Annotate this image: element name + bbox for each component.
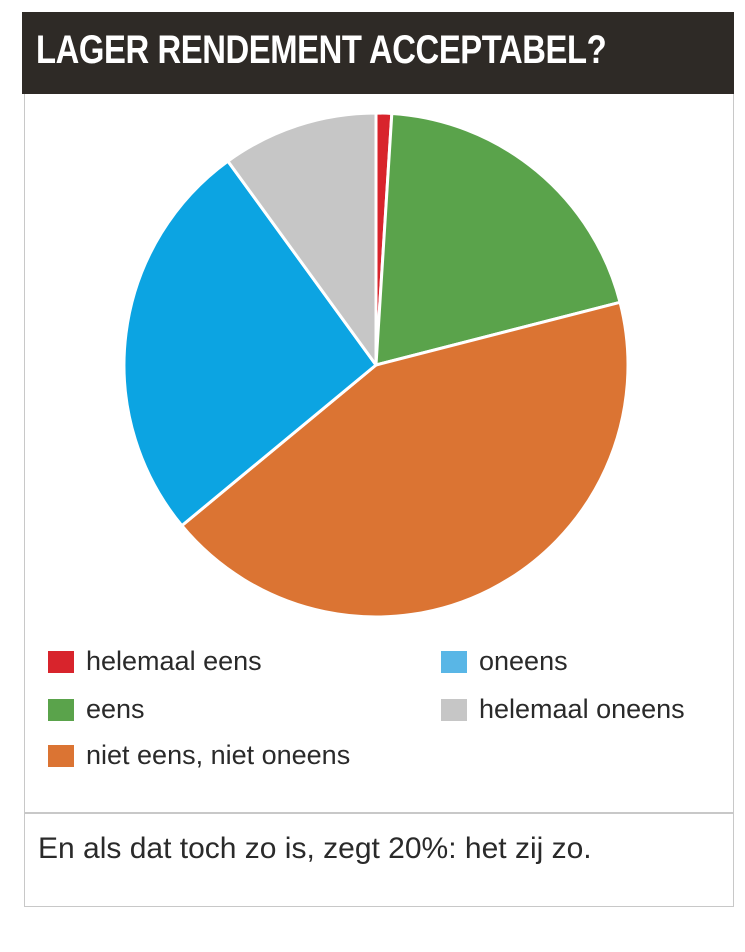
legend-swatch: [441, 651, 467, 673]
legend-swatch: [441, 699, 467, 721]
legend-label: niet eens, niet oneens: [86, 740, 351, 770]
footnote: En als dat toch zo is, zegt 20%: het zij…: [38, 832, 592, 865]
legend-label: helemaal oneens: [479, 694, 685, 724]
pie-slice-niet-eens-niet-oneens: [180, 300, 630, 619]
pie-slice-eens: [374, 111, 622, 367]
legend-swatch: [48, 651, 74, 673]
legend-label: helemaal eens: [86, 646, 262, 676]
legend-label: oneens: [479, 646, 568, 676]
chart-title: LAGER RENDEMENT ACCEPTABEL?: [36, 28, 607, 72]
divider: [24, 812, 734, 814]
title-bar: LAGER RENDEMENT ACCEPTABEL?: [22, 12, 734, 94]
legend-label: eens: [86, 694, 145, 724]
chart-frame: [24, 12, 734, 907]
legend-swatch: [48, 699, 74, 721]
legend-swatch: [48, 745, 74, 767]
pie-slice-helemaal-oneens: [226, 111, 378, 367]
pie-slice-oneens: [122, 159, 378, 528]
